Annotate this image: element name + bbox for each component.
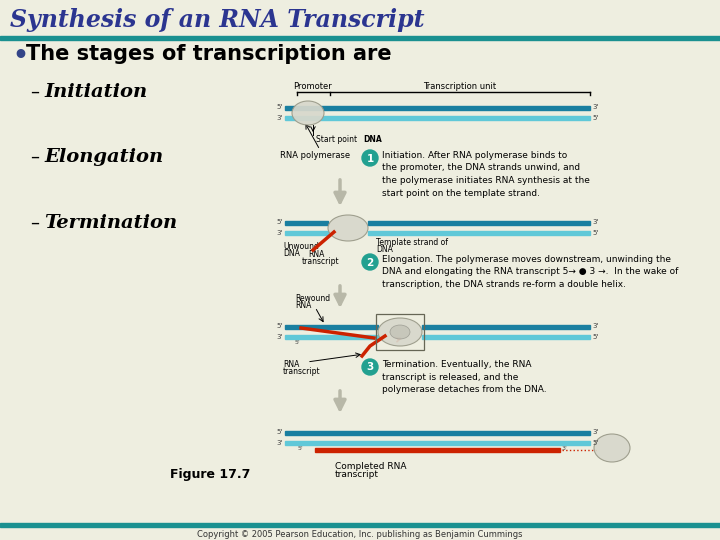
- Text: 5': 5': [592, 115, 598, 121]
- Text: Termination: Termination: [44, 214, 177, 232]
- Text: DNA: DNA: [376, 245, 393, 254]
- Bar: [368, 231, 590, 235]
- Text: Initiation. After RNA polymerase binds to
the promoter, the DNA strands unwind, : Initiation. After RNA polymerase binds t…: [382, 151, 590, 198]
- Text: –: –: [30, 83, 39, 101]
- Bar: [0, 523, 720, 527]
- Text: RNA polymerase: RNA polymerase: [280, 151, 350, 160]
- Text: 5': 5': [592, 440, 598, 446]
- Text: •: •: [12, 44, 28, 68]
- Bar: [285, 116, 295, 120]
- Ellipse shape: [328, 215, 368, 241]
- Bar: [315, 448, 560, 452]
- Text: 3': 3': [276, 115, 283, 121]
- Text: RNA: RNA: [308, 250, 325, 259]
- Text: 1: 1: [366, 153, 374, 164]
- Text: Elongation. The polymerase moves downstream, unwinding the
DNA and elongating th: Elongation. The polymerase moves downstr…: [382, 255, 678, 289]
- Bar: [295, 116, 590, 120]
- Text: –: –: [30, 214, 39, 232]
- Text: The stages of transcription are: The stages of transcription are: [26, 44, 392, 64]
- Bar: [285, 441, 590, 445]
- Text: Synthesis of an RNA Transcript: Synthesis of an RNA Transcript: [10, 8, 425, 32]
- Text: 5': 5': [592, 334, 598, 340]
- Text: Figure 17.7: Figure 17.7: [170, 468, 250, 481]
- Text: 3': 3': [276, 440, 283, 446]
- Text: DNA: DNA: [283, 249, 300, 258]
- Text: 3': 3': [562, 447, 568, 451]
- Bar: [295, 106, 590, 110]
- Bar: [285, 231, 328, 235]
- Text: 5': 5': [276, 429, 283, 435]
- Bar: [285, 106, 295, 110]
- Text: 5': 5': [295, 340, 301, 345]
- Bar: [376, 314, 424, 350]
- Text: 3': 3': [276, 230, 283, 236]
- Text: transcript: transcript: [335, 470, 379, 479]
- Text: 3': 3': [592, 219, 598, 225]
- Text: Unwound: Unwound: [283, 242, 319, 251]
- Circle shape: [362, 359, 378, 375]
- Text: 5': 5': [276, 104, 283, 110]
- Text: Start point: Start point: [316, 135, 357, 144]
- Text: 2: 2: [366, 258, 374, 267]
- Text: Template strand of: Template strand of: [376, 238, 448, 247]
- Ellipse shape: [292, 101, 324, 125]
- Text: –: –: [30, 148, 39, 166]
- Text: Elongation: Elongation: [44, 148, 163, 166]
- Bar: [422, 325, 590, 329]
- Ellipse shape: [378, 318, 422, 346]
- Bar: [285, 325, 378, 329]
- Text: Termination. Eventually, the RNA
transcript is released, and the
polymerase deta: Termination. Eventually, the RNA transcr…: [382, 360, 546, 394]
- Circle shape: [362, 150, 378, 166]
- Ellipse shape: [594, 434, 630, 462]
- Text: transcript: transcript: [302, 257, 340, 266]
- Text: Completed RNA: Completed RNA: [335, 462, 407, 471]
- Text: Transcription unit: Transcription unit: [423, 82, 497, 91]
- Text: 3: 3: [366, 362, 374, 373]
- Text: Copyright © 2005 Pearson Education, Inc. publishing as Benjamin Cummings: Copyright © 2005 Pearson Education, Inc.…: [197, 530, 523, 539]
- Text: 5': 5': [276, 323, 283, 329]
- Text: DNA: DNA: [363, 135, 382, 144]
- Bar: [368, 221, 590, 225]
- Ellipse shape: [390, 325, 410, 339]
- Text: 3': 3': [592, 323, 598, 329]
- Text: 5': 5': [276, 219, 283, 225]
- Bar: [285, 335, 378, 339]
- Text: transcript: transcript: [283, 367, 320, 376]
- Text: RNA: RNA: [295, 301, 311, 310]
- Circle shape: [362, 254, 378, 270]
- Text: 3': 3': [592, 104, 598, 110]
- Bar: [0, 36, 720, 40]
- Bar: [285, 221, 328, 225]
- Text: Rewound: Rewound: [295, 294, 330, 303]
- Text: 3': 3': [276, 334, 283, 340]
- Bar: [422, 335, 590, 339]
- Bar: [285, 431, 590, 435]
- Text: 3': 3': [592, 429, 598, 435]
- Text: 5': 5': [592, 230, 598, 236]
- Text: 5': 5': [297, 447, 303, 451]
- Text: Initiation: Initiation: [44, 83, 147, 101]
- Text: RNA: RNA: [283, 360, 300, 369]
- Text: Promoter: Promoter: [292, 82, 331, 91]
